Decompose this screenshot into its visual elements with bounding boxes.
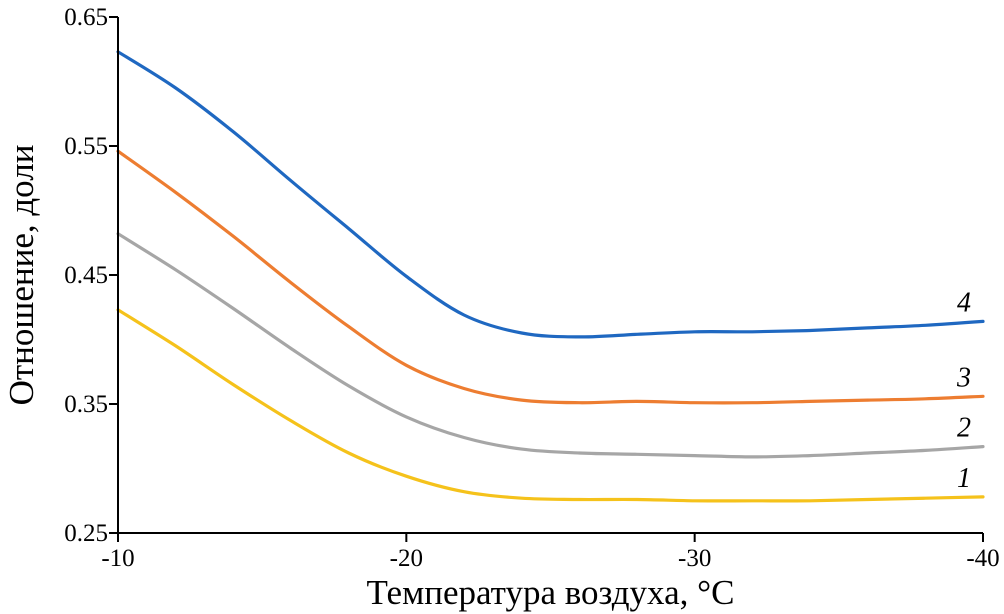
data-point-4 <box>232 131 235 133</box>
data-point-3 <box>866 399 869 401</box>
data-point-3 <box>751 401 754 404</box>
data-point-4 <box>578 336 581 338</box>
series-line-3 <box>116 149 985 405</box>
data-point-1 <box>866 498 869 501</box>
data-point-4 <box>924 324 927 327</box>
data-point-3 <box>405 364 408 367</box>
data-point-1 <box>520 497 523 499</box>
data-point-2 <box>751 456 754 458</box>
data-point-4 <box>174 87 177 89</box>
data-point-4 <box>751 330 754 333</box>
data-point-4 <box>290 180 292 182</box>
data-point-4 <box>809 329 811 332</box>
data-point-1 <box>463 490 465 493</box>
data-point-1 <box>174 345 177 347</box>
curve-label-2: 2 <box>957 413 971 444</box>
data-point-1 <box>809 499 811 502</box>
data-point-3 <box>693 401 696 404</box>
data-point-2 <box>809 454 811 457</box>
data-point-1 <box>405 475 408 478</box>
data-point-2 <box>405 416 408 418</box>
data-point-2 <box>520 448 523 450</box>
x-ticks: -10 -20 -30 -40 <box>101 533 1000 572</box>
y-axis-title: Отношение, доли <box>2 145 41 406</box>
curve-labels: 1 2 3 4 <box>956 287 971 493</box>
curve-label-1: 1 <box>957 463 971 494</box>
data-point-1 <box>693 499 696 502</box>
data-point-3 <box>982 395 984 398</box>
data-point-3 <box>924 398 927 400</box>
data-point-2 <box>982 445 984 448</box>
y-tick-label: 0.65 <box>64 4 108 31</box>
plot-series <box>116 50 985 503</box>
data-point-4 <box>693 330 696 333</box>
data-point-1 <box>751 499 754 502</box>
data-point-2 <box>578 452 581 454</box>
data-point-2 <box>924 449 927 452</box>
data-point-4 <box>463 314 465 316</box>
data-point-2 <box>463 436 465 439</box>
y-tick-label: 0.55 <box>64 133 108 160</box>
data-point-2 <box>347 385 350 387</box>
data-point-3 <box>347 325 350 328</box>
data-point-4 <box>405 275 408 278</box>
x-tick-label: -10 <box>101 545 134 572</box>
data-point-2 <box>174 269 177 271</box>
data-point-1 <box>578 498 581 501</box>
data-point-3 <box>636 400 638 403</box>
x-axis-title: Температура воздуха, °С <box>367 573 735 612</box>
data-point-2 <box>636 453 638 456</box>
data-point-1 <box>347 452 350 454</box>
data-point-2 <box>290 347 292 350</box>
data-point-3 <box>290 281 292 284</box>
data-point-3 <box>520 399 523 401</box>
data-point-1 <box>232 383 235 386</box>
data-point-3 <box>578 401 581 404</box>
x-tick-label: -30 <box>678 545 711 572</box>
data-point-4 <box>866 327 869 329</box>
data-point-3 <box>174 191 177 194</box>
data-point-3 <box>232 235 235 238</box>
series-line-1 <box>116 308 985 503</box>
curve-label-4: 4 <box>957 287 971 318</box>
y-ticks: 0.25 0.35 0.45 0.55 0.65 <box>64 4 118 547</box>
x-tick-label: -40 <box>966 545 999 572</box>
data-point-1 <box>290 419 292 422</box>
data-point-1 <box>636 498 638 501</box>
data-point-2 <box>866 452 869 454</box>
data-point-4 <box>982 320 984 323</box>
data-point-3 <box>809 400 811 403</box>
data-point-4 <box>520 332 523 334</box>
y-tick-label: 0.45 <box>64 262 108 289</box>
x-tick-label: -20 <box>390 545 423 572</box>
data-point-2 <box>232 307 235 310</box>
y-tick-label: 0.35 <box>64 391 108 418</box>
data-point-2 <box>693 454 696 457</box>
curve-label-3: 3 <box>956 362 971 393</box>
data-point-1 <box>982 496 984 498</box>
data-point-4 <box>347 227 350 230</box>
y-tick-label: 0.25 <box>64 520 108 547</box>
data-point-1 <box>924 497 927 499</box>
data-point-3 <box>463 387 465 390</box>
data-point-4 <box>636 333 638 336</box>
series-line-4 <box>116 50 985 339</box>
series-line-2 <box>116 232 985 459</box>
